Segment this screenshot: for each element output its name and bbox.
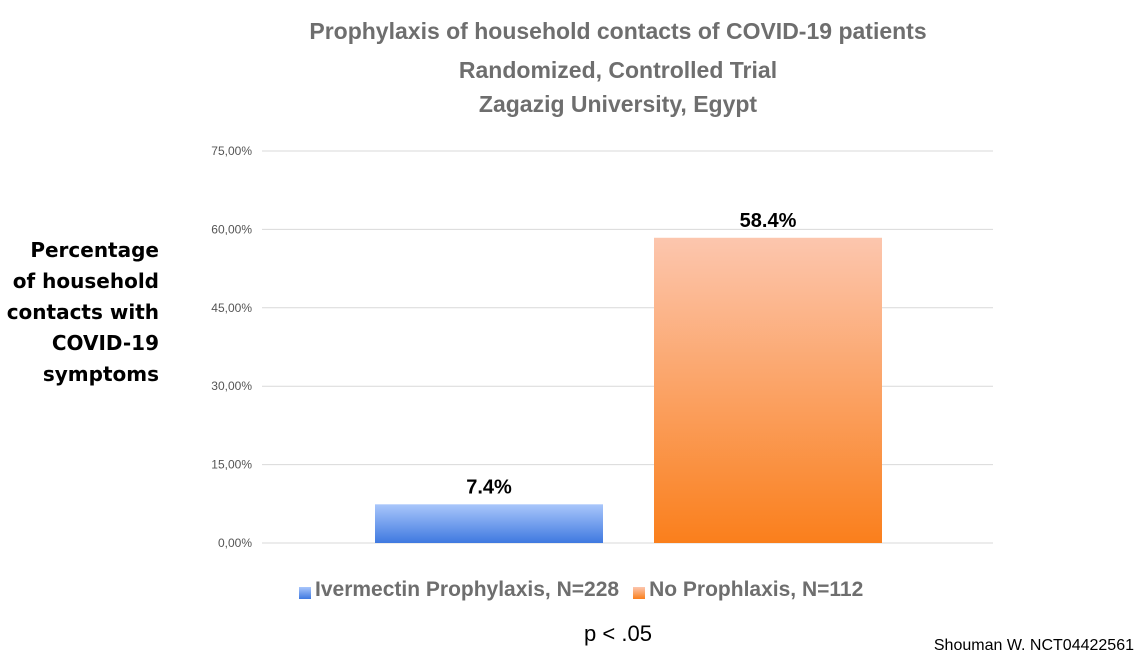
y-axis-label-line-3: contacts with bbox=[6, 300, 159, 324]
legend-swatch-no-prophylaxis bbox=[633, 587, 646, 599]
y-tick-label: 75,00% bbox=[211, 144, 252, 158]
chart-title-line-2: Randomized, Controlled Trial bbox=[458, 57, 778, 83]
p-value-annotation: p < .05 bbox=[584, 621, 652, 646]
legend: Ivermectin Prophylaxis, N=228 No Prophla… bbox=[299, 578, 877, 602]
legend-label-no-prophylaxis: No Prophlaxis, N=112 bbox=[649, 578, 864, 601]
y-axis-label-line-4: COVID-19 bbox=[51, 331, 159, 355]
y-axis-label-line-5: symptoms bbox=[42, 362, 159, 386]
y-tick-label: 0,00% bbox=[218, 536, 252, 550]
y-tick-label: 60,00% bbox=[211, 222, 252, 236]
bar-data-label: 7.4% bbox=[466, 476, 512, 498]
y-tick-label: 45,00% bbox=[211, 301, 252, 315]
bar-no-prophylaxis bbox=[654, 237, 882, 543]
y-tick-label: 15,00% bbox=[211, 458, 252, 472]
y-axis-label-line-1: Percentage bbox=[30, 238, 159, 262]
bar-ivermectin bbox=[375, 504, 603, 543]
legend-item-no-prophylaxis: No Prophlaxis, N=112 bbox=[633, 578, 863, 602]
chart-title-line-3: Zagazig University, Egypt bbox=[478, 91, 758, 117]
source-citation: Shouman W. NCT04422561 bbox=[933, 637, 1134, 654]
legend-label-ivermectin: Ivermectin Prophylaxis, N=228 bbox=[315, 578, 620, 601]
chart-title-line-1: Prophylaxis of household contacts of COV… bbox=[309, 18, 927, 44]
legend-item-ivermectin: Ivermectin Prophylaxis, N=228 bbox=[299, 578, 619, 602]
y-tick-label: 30,00% bbox=[211, 379, 252, 393]
y-axis-label-line-2: of household bbox=[12, 269, 159, 293]
legend-swatch-ivermectin bbox=[299, 587, 311, 599]
bar-data-label: 58.4% bbox=[740, 210, 797, 232]
